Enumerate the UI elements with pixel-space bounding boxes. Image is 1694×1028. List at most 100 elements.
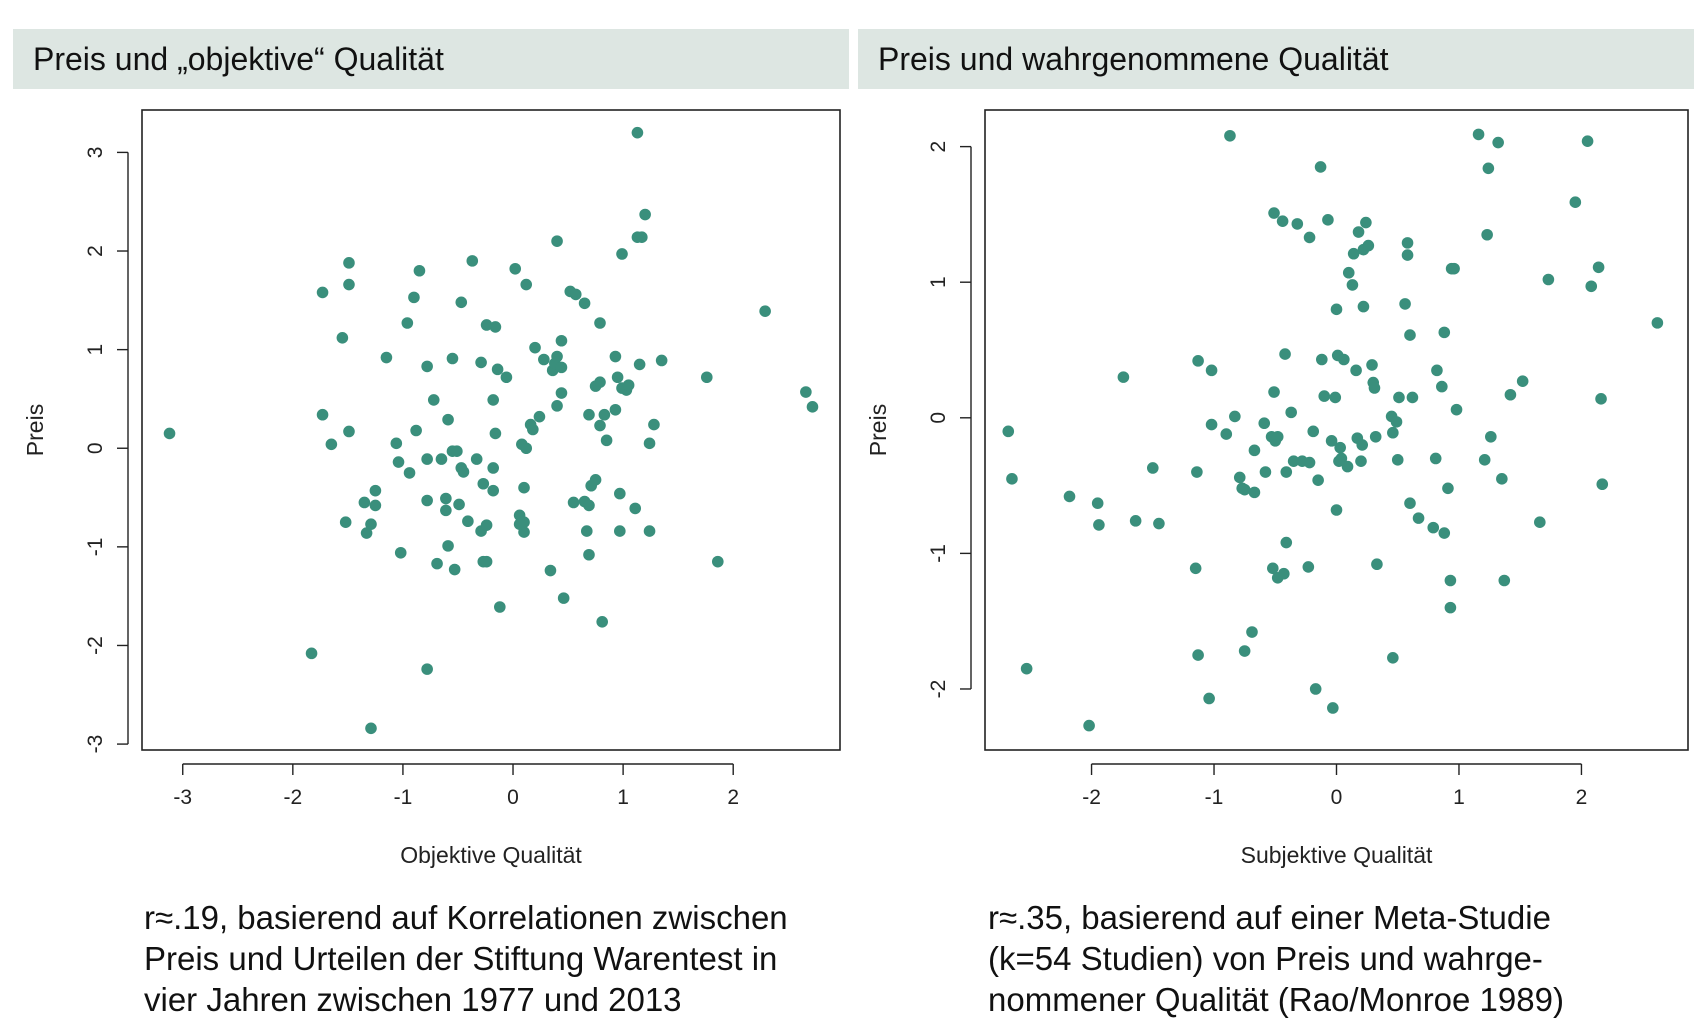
right-data-point (1492, 136, 1504, 149)
right-data-point (1191, 466, 1203, 478)
right-data-point (1267, 562, 1279, 575)
right-data-point (1276, 215, 1289, 227)
right-data-point (1347, 247, 1360, 260)
left-data-point (529, 341, 541, 354)
left-panel-title-bar: Preis und „objektive“ Qualität (13, 29, 849, 89)
left-data-point (513, 518, 526, 530)
left-data-point (557, 592, 570, 604)
left-data-point (475, 356, 487, 369)
right-data-point (1205, 364, 1218, 377)
left-caption-line-2: Preis und Urteilen der Stiftung Warentes… (144, 940, 778, 977)
left-data-point (711, 555, 724, 568)
right-data-point (1442, 482, 1454, 495)
right-data-point (1153, 517, 1165, 530)
right-x-tick-label: 0 (1331, 786, 1343, 809)
right-data-point (1303, 456, 1316, 469)
left-data-point (336, 331, 349, 344)
left-data-point (806, 401, 819, 413)
left-y-axis-title: Preis (22, 404, 48, 456)
left-panel-title: Preis und „objektive“ Qualität (33, 40, 444, 77)
right-data-point (1401, 249, 1414, 261)
right-x-tick-label: -1 (1205, 786, 1224, 809)
left-data-point (431, 557, 443, 570)
left-x-tick-label: 0 (507, 786, 519, 809)
left-data-point (594, 419, 606, 432)
right-data-point (1352, 226, 1365, 238)
left-data-point (358, 496, 371, 509)
left-data-point (470, 453, 483, 465)
right-data-point (1220, 428, 1233, 440)
left-data-point (316, 286, 329, 299)
right-data-point (1129, 515, 1142, 527)
right-data-point (1346, 279, 1359, 291)
left-data-point (518, 481, 530, 494)
left-data-point (462, 515, 474, 528)
right-data-point (1285, 406, 1297, 419)
left-data-point (369, 499, 382, 512)
left-data-point (339, 516, 352, 529)
right-caption-line-2: (k=54 Studien) von Preis und wahrge- (988, 940, 1543, 977)
left-data-point (639, 208, 651, 221)
left-data-point (551, 400, 563, 412)
right-data-point (1303, 231, 1316, 244)
right-data-point (1330, 303, 1343, 316)
right-data-point (1287, 455, 1300, 467)
right-data-point (1205, 418, 1218, 431)
right-data-point (1371, 558, 1383, 571)
left-y-tick-label: -1 (84, 538, 107, 557)
right-data-point (1203, 692, 1215, 705)
right-data-point (1268, 207, 1280, 219)
right-panel-title: Preis und wahrgenommene Qualität (878, 40, 1389, 77)
left-data-point (343, 425, 355, 438)
left-y-tick-label: 0 (84, 442, 107, 454)
left-y-tick-label: -2 (84, 636, 107, 655)
right-data-point (1542, 273, 1555, 286)
right-data-point (1498, 574, 1511, 587)
right-data-point (1399, 298, 1411, 310)
left-plot-frame (141, 109, 841, 751)
left-data-point (509, 262, 522, 275)
right-data-point (1569, 196, 1582, 209)
right-data-point (1592, 261, 1605, 274)
left-data-point (555, 334, 568, 347)
left-data-point (551, 235, 563, 247)
left-data-point (629, 502, 642, 515)
left-x-tick-label: -3 (173, 786, 192, 809)
left-data-point (408, 291, 420, 304)
right-data-point (1063, 490, 1076, 503)
right-caption: r≈.35, basierend auf einer Meta-Studie (… (988, 897, 1694, 1020)
left-data-point (589, 473, 602, 486)
right-data-point (1404, 497, 1416, 510)
left-data-point (365, 518, 377, 530)
right-data-point (1366, 359, 1378, 371)
right-caption-line-3: nommener Qualität (Rao/Monroe 1989) (988, 981, 1564, 1018)
left-caption-line-1: r≈.19, basierend auf Korrelationen zwisc… (144, 899, 788, 936)
right-data-point (1431, 364, 1443, 377)
right-data-point (1651, 317, 1664, 329)
right-data-point (1406, 391, 1419, 404)
left-data-point (555, 361, 568, 374)
left-x-tick-label: 1 (617, 786, 629, 809)
right-x-tick-label: 1 (1453, 786, 1465, 809)
right-data-point (1309, 683, 1322, 695)
right-data-point (1478, 454, 1491, 466)
right-x-axis-title: Subjektive Qualität (1241, 842, 1433, 868)
left-data-point (759, 305, 771, 317)
left-data-point (316, 408, 329, 421)
left-x-axis-title: Objektive Qualität (400, 842, 582, 868)
right-data-point (1093, 519, 1105, 531)
right-data-point (1291, 218, 1304, 230)
left-data-point (578, 297, 591, 310)
right-data-point (1596, 478, 1609, 491)
right-data-point (1404, 329, 1416, 341)
left-data-point (163, 427, 176, 440)
right-data-point (1189, 562, 1202, 575)
left-data-point (583, 548, 595, 561)
left-data-point (343, 278, 355, 291)
right-data-point (1322, 214, 1334, 226)
right-y-tick-label: 2 (927, 141, 950, 153)
left-data-point (410, 424, 422, 437)
left-data-point (520, 278, 533, 291)
left-data-point (380, 351, 393, 364)
right-y-axis-title: Preis (865, 404, 891, 456)
